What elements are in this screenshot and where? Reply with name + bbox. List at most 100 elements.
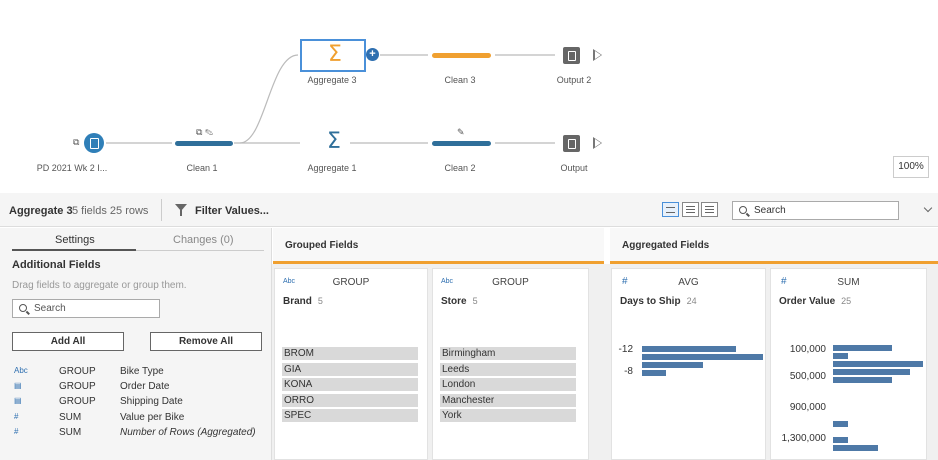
aggregate1-node[interactable]: Σ bbox=[327, 129, 341, 154]
histogram-bar[interactable] bbox=[642, 354, 763, 360]
histogram-bar[interactable] bbox=[642, 370, 666, 376]
histogram-bar[interactable] bbox=[833, 437, 848, 443]
aggregate3-label: Aggregate 3 bbox=[307, 75, 357, 85]
value-bar[interactable]: Leeds bbox=[440, 363, 576, 376]
run-output-button[interactable] bbox=[593, 137, 602, 149]
clean2-node[interactable] bbox=[432, 141, 491, 146]
calendar-icon: ▤ bbox=[14, 381, 22, 390]
value-bar[interactable]: Birmingham bbox=[440, 347, 576, 360]
field-count: 5 bbox=[317, 296, 323, 306]
run-output2-button[interactable] bbox=[593, 49, 602, 61]
histogram-bar[interactable] bbox=[833, 421, 848, 427]
flow-canvas[interactable]: ⧉ PD 2021 Wk 2 I... ⧉ ✎ Clean 1 Σ + Aggr… bbox=[0, 0, 938, 193]
histogram-bar[interactable] bbox=[833, 361, 923, 367]
field-name: Order Value 25 bbox=[779, 296, 851, 307]
tab-underline bbox=[12, 249, 136, 251]
histogram-bar[interactable] bbox=[833, 345, 892, 351]
aggregate1-label: Aggregate 1 bbox=[307, 163, 357, 173]
histogram-bar[interactable] bbox=[833, 445, 878, 451]
step-meta: 5 fields 25 rows bbox=[72, 205, 149, 217]
chevron-down-icon[interactable] bbox=[923, 203, 933, 213]
add-all-button[interactable]: Add All bbox=[12, 332, 124, 351]
output2-label: Output 2 bbox=[556, 75, 592, 85]
field-row[interactable]: ▤ GROUP Order Date bbox=[0, 380, 272, 395]
axis-label: -8 bbox=[624, 366, 633, 377]
field-card-store[interactable]: Abc GROUP Store 5 Birmingham Leeds London… bbox=[432, 268, 589, 460]
input-node-icon[interactable] bbox=[84, 133, 104, 153]
field-name: Number of Rows (Aggregated) bbox=[120, 427, 256, 438]
histogram-bar[interactable] bbox=[833, 377, 892, 383]
field-count: 5 bbox=[472, 296, 478, 306]
sigma-icon: Σ bbox=[328, 42, 342, 67]
field-search-input[interactable]: Search bbox=[12, 299, 160, 318]
drag-hint: Drag fields to aggregate or group them. bbox=[12, 280, 187, 291]
field-aggregation: SUM bbox=[59, 427, 82, 438]
value-bar[interactable]: London bbox=[440, 378, 576, 391]
clean1-label: Clean 1 bbox=[186, 163, 218, 173]
field-name-text: Brand bbox=[283, 296, 312, 307]
value-bar[interactable]: ORRO bbox=[282, 394, 418, 407]
type-number-icon: # bbox=[14, 412, 19, 421]
remove-all-button[interactable]: Remove All bbox=[150, 332, 262, 351]
field-name: Store 5 bbox=[441, 296, 478, 307]
field-card-brand[interactable]: Abc GROUP Brand 5 BROM GIA KONA ORRO SPEC bbox=[274, 268, 428, 460]
aggregated-fields-header: Aggregated Fields bbox=[610, 228, 938, 264]
clean3-node[interactable] bbox=[432, 53, 491, 58]
grouped-fields-header: Grouped Fields bbox=[273, 228, 604, 264]
clean1-node[interactable] bbox=[175, 141, 233, 146]
type-string-icon: Abc bbox=[283, 278, 296, 285]
histogram-bar[interactable] bbox=[833, 369, 910, 375]
step-toolbar: Aggregate 3 5 fields 25 rows Filter Valu… bbox=[0, 193, 938, 227]
aggregated-fields-title: Aggregated Fields bbox=[622, 240, 710, 251]
tab-settings[interactable]: Settings bbox=[55, 234, 95, 246]
field-name: Order Date bbox=[120, 381, 170, 392]
field-aggregation: GROUP bbox=[59, 381, 96, 392]
axis-label: 1,300,000 bbox=[781, 433, 827, 444]
field-row[interactable]: ▤ GROUP Shipping Date bbox=[0, 395, 272, 410]
calendar-icon: ▤ bbox=[14, 396, 22, 405]
axis-label: 100,000 bbox=[789, 344, 826, 355]
output-node[interactable] bbox=[563, 135, 580, 152]
value-bar[interactable]: GIA bbox=[282, 363, 418, 376]
grid-view-button[interactable] bbox=[682, 202, 699, 217]
filter-icon[interactable] bbox=[175, 204, 187, 216]
output-label: Output bbox=[560, 163, 588, 173]
step-name: Aggregate 3 bbox=[9, 205, 73, 217]
field-row[interactable]: Abc GROUP Bike Type bbox=[0, 365, 272, 380]
edit-icon: ⧉ bbox=[73, 137, 80, 147]
field-name-text: Store bbox=[441, 296, 467, 307]
aggregate3-node[interactable]: Σ bbox=[300, 39, 366, 72]
filter-values-button[interactable]: Filter Values... bbox=[195, 205, 269, 217]
field-aggregation: GROUP bbox=[332, 277, 370, 288]
input-node-label: PD 2021 Wk 2 I... bbox=[36, 163, 108, 173]
tab-changes[interactable]: Changes (0) bbox=[173, 234, 234, 246]
search-placeholder: Search bbox=[34, 303, 66, 314]
field-name: Brand 5 bbox=[283, 296, 323, 307]
field-row[interactable]: # SUM Value per Bike bbox=[0, 411, 272, 426]
profile-view-button[interactable] bbox=[662, 202, 679, 217]
type-number-icon: # bbox=[781, 276, 787, 287]
histogram-bar[interactable] bbox=[833, 353, 848, 359]
field-card-order-value[interactable]: # SUM Order Value 25 100,000 500,000 900,… bbox=[770, 268, 927, 460]
histogram-bar[interactable] bbox=[642, 346, 736, 352]
output2-node[interactable] bbox=[563, 47, 580, 64]
value-bar[interactable]: SPEC bbox=[282, 409, 418, 422]
value-bar[interactable]: York bbox=[440, 409, 576, 422]
histogram-bar[interactable] bbox=[642, 362, 703, 368]
field-row[interactable]: # SUM Number of Rows (Aggregated) bbox=[0, 426, 272, 441]
clean3-label: Clean 3 bbox=[444, 75, 476, 85]
value-bar[interactable]: KONA bbox=[282, 378, 418, 391]
zoom-level[interactable]: 100% bbox=[893, 156, 929, 178]
grouped-fields-title: Grouped Fields bbox=[285, 240, 359, 251]
additional-fields-heading: Additional Fields bbox=[12, 259, 101, 271]
list-view-button[interactable] bbox=[701, 202, 718, 217]
field-count: 25 bbox=[841, 296, 852, 306]
field-aggregation: SUM bbox=[59, 412, 82, 423]
value-bar[interactable]: Manchester bbox=[440, 394, 576, 407]
search-field[interactable]: Search bbox=[732, 201, 899, 220]
value-bar[interactable]: BROM bbox=[282, 347, 418, 360]
field-card-days-to-ship[interactable]: # AVG Days to Ship 24 -12 -8 bbox=[611, 268, 766, 460]
type-number-icon: # bbox=[14, 427, 19, 436]
divider bbox=[136, 250, 264, 251]
add-step-button[interactable]: + bbox=[366, 48, 379, 61]
